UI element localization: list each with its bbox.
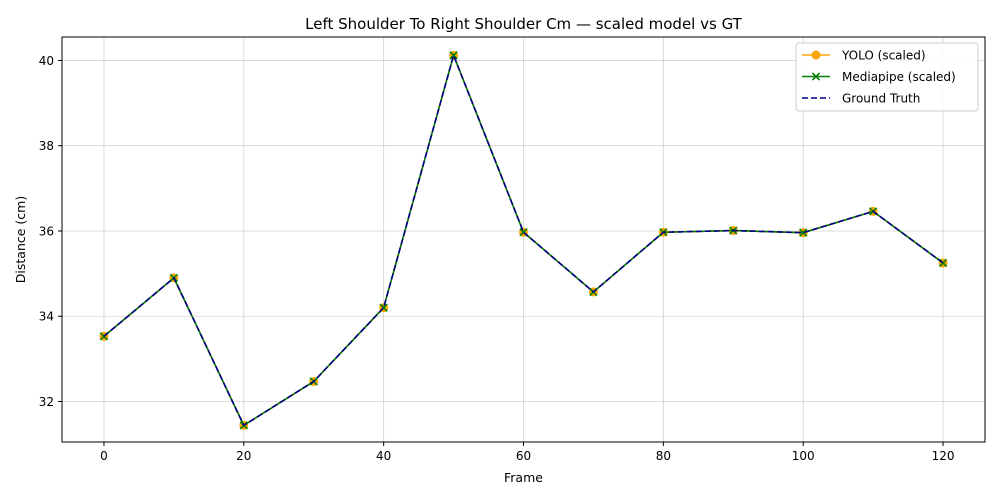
series-line	[103, 54, 944, 427]
data-point	[799, 228, 808, 237]
legend-entry: Ground Truth	[802, 92, 920, 106]
x-tick-label: 40	[376, 449, 391, 463]
x-tick-label: 80	[656, 449, 671, 463]
legend-marker	[811, 50, 821, 60]
x-tick-label: 100	[792, 449, 815, 463]
legend-label: Ground Truth	[842, 92, 920, 106]
x-tick-label: 60	[516, 449, 531, 463]
x-axis-label: Frame	[504, 470, 543, 485]
series-layer	[99, 50, 948, 430]
x-tick-label: 0	[100, 449, 108, 463]
y-tick-label: 36	[39, 224, 54, 238]
axis-ticks: 0 20 40 60 80 100 120 32 34 36 38 40	[39, 54, 955, 463]
legend-marker	[811, 72, 821, 81]
y-tick-label: 32	[39, 395, 54, 409]
data-point	[449, 51, 458, 60]
legend-label: YOLO (scaled)	[841, 49, 926, 63]
legend-entry: YOLO (scaled)	[802, 49, 926, 63]
x-tick-label: 120	[932, 449, 955, 463]
y-axis-label: Distance (cm)	[13, 196, 28, 283]
y-tick-label: 38	[39, 139, 54, 153]
x-tick-label: 20	[236, 449, 251, 463]
legend-box	[795, 42, 979, 112]
legend: YOLO (scaled) Mediapipe (scaled) Ground Tr…	[795, 42, 979, 112]
legend-entry: Mediapipe (scaled)	[802, 70, 956, 84]
legend-label: Mediapipe (scaled)	[842, 70, 956, 84]
y-tick-label: 40	[39, 54, 54, 68]
y-tick-label: 34	[39, 310, 54, 324]
series-2	[103, 54, 944, 427]
chart-title: Left Shoulder To Right Shoulder Cm — sca…	[305, 15, 743, 33]
